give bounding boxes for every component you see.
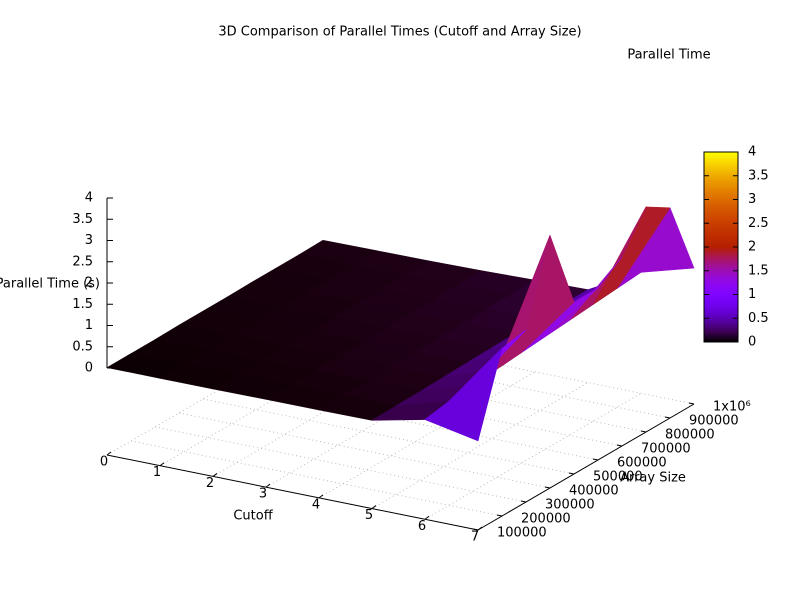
grid-line xyxy=(424,392,642,520)
x-tick-label: 4 xyxy=(312,497,320,512)
y-tick xyxy=(568,472,575,475)
colorbar-tick-label: 4 xyxy=(748,145,756,160)
grid-line xyxy=(178,412,551,489)
x-tick xyxy=(265,483,271,488)
x-tick xyxy=(318,494,324,499)
z-tick-label: 1.5 xyxy=(72,297,93,312)
y-tick xyxy=(616,444,623,447)
z-tick-label: 4 xyxy=(85,191,93,206)
x-tick-label: 1 xyxy=(153,465,161,480)
x-tick-label: 0 xyxy=(100,455,108,470)
y-tick xyxy=(688,402,695,405)
y-tick-label: 700000 xyxy=(641,442,691,457)
grid-line xyxy=(371,382,589,510)
x-axis-title: Cutoff xyxy=(233,509,273,524)
y-tick-label: 300000 xyxy=(545,498,595,513)
surface-cell xyxy=(424,347,503,442)
z-tick-label: 0 xyxy=(85,361,93,376)
z-tick-label: 0.5 xyxy=(72,339,93,354)
x-tick-label: 5 xyxy=(365,508,373,523)
colorbar-tick-label: 2 xyxy=(748,240,756,255)
z-tick-label: 3.5 xyxy=(72,212,93,227)
x-tick xyxy=(212,473,218,477)
y-tick xyxy=(520,500,527,503)
colorbar-tick-label: 0 xyxy=(748,335,756,350)
y-axis-title: Array Size xyxy=(620,471,686,486)
colorbar-tick-label: 1.5 xyxy=(748,263,769,278)
colorbar-tick-label: 2.5 xyxy=(748,216,769,231)
y-tick-label: 100000 xyxy=(497,526,547,541)
z-tick-label: 2 xyxy=(85,276,93,291)
x-tick xyxy=(424,515,430,520)
colorbar xyxy=(703,151,739,343)
z-tick-label: 1 xyxy=(85,318,93,333)
x-tick xyxy=(106,451,112,456)
y-tick-label: 1x10⁶ xyxy=(713,400,751,415)
colorbar-tick-label: 0.5 xyxy=(748,311,769,326)
x-tick xyxy=(159,462,165,467)
y-tick xyxy=(544,486,551,489)
z-axis-title: Parallel Time (s) xyxy=(0,277,100,292)
x-tick-label: 2 xyxy=(206,476,214,491)
y-tick-label: 400000 xyxy=(569,484,619,499)
colorbar-tick-label: 1 xyxy=(748,287,756,302)
y-tick xyxy=(496,514,503,517)
x-tick xyxy=(371,505,377,509)
colorbar-tick-label: 3.5 xyxy=(748,168,769,183)
x-tick-label: 7 xyxy=(471,530,479,545)
x-axis xyxy=(106,454,479,531)
y-tick-label: 200000 xyxy=(521,512,571,527)
legend-label: Parallel Time xyxy=(627,48,710,63)
x-tick-label: 6 xyxy=(418,519,426,534)
grid-line xyxy=(318,371,536,499)
chart-title: 3D Comparison of Parallel Times (Cutoff … xyxy=(218,25,581,40)
y-tick xyxy=(640,430,647,433)
x-tick-label: 3 xyxy=(259,487,267,502)
y-tick xyxy=(592,458,599,461)
y-axis xyxy=(477,403,695,531)
y-tick xyxy=(664,416,671,419)
y-tick-label: 900000 xyxy=(689,414,739,429)
y-tick-label: 800000 xyxy=(665,428,715,443)
colorbar-tick-label: 3 xyxy=(748,192,756,207)
y-tick-label: 600000 xyxy=(617,456,667,471)
z-tick-label: 2.5 xyxy=(72,254,93,269)
z-tick-label: 3 xyxy=(85,233,93,248)
y-tick-label: 500000 xyxy=(593,470,643,485)
